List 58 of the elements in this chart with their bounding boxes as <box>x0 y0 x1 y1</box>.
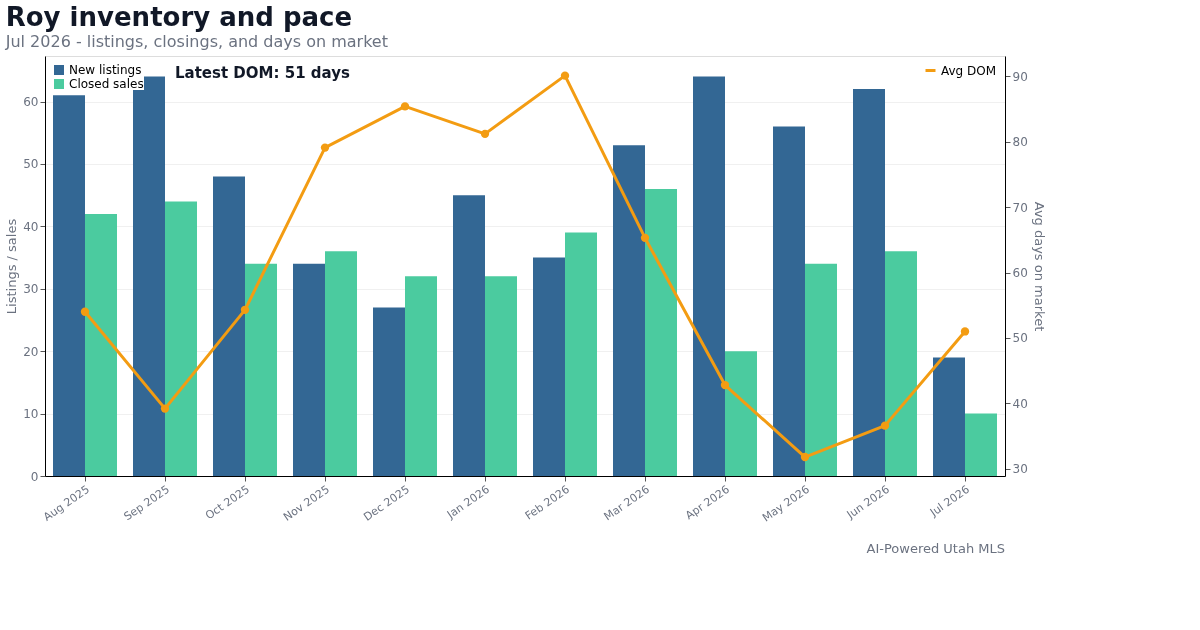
bar <box>933 357 965 476</box>
y-tick-label: 40 <box>23 219 39 234</box>
point <box>160 404 170 413</box>
legend-label: Avg DOM <box>941 63 997 78</box>
point <box>560 71 570 80</box>
chart-title: Roy inventory and pace <box>5 2 353 32</box>
y2-tick-label: 60 <box>1012 266 1028 281</box>
point <box>800 452 810 462</box>
bar <box>485 276 517 476</box>
bar <box>613 145 645 476</box>
text: AI-Powered Utah MLS <box>866 541 1005 556</box>
y-tick-label: 60 <box>23 95 39 110</box>
bar <box>325 251 357 476</box>
y2-tick-label: 50 <box>1012 331 1028 346</box>
legend-label: Closed sales <box>69 77 144 91</box>
y-tick-label: 10 <box>23 407 39 422</box>
y2-tick-label: 70 <box>1012 200 1028 215</box>
point <box>960 327 970 336</box>
bar <box>565 232 597 476</box>
bar <box>85 213 117 476</box>
y-tick-label: 50 <box>23 157 39 172</box>
point <box>400 102 410 111</box>
bar <box>373 307 405 476</box>
bar <box>213 176 245 476</box>
bar <box>693 76 725 476</box>
y2-tick-label: 90 <box>1012 69 1028 84</box>
point <box>480 129 490 139</box>
point <box>880 421 890 430</box>
y2-axis-title: Avg days on market <box>1031 201 1047 332</box>
point <box>720 380 730 390</box>
bar <box>405 276 437 476</box>
y-tick-label: 20 <box>23 344 39 359</box>
bar <box>533 257 565 476</box>
bar <box>853 89 885 476</box>
bar <box>645 188 677 476</box>
bar <box>53 95 85 476</box>
annotation: Latest DOM: 51 days <box>175 64 350 82</box>
bar <box>245 263 277 476</box>
chart-subtitle: Jul 2026 - listings, closings, and days on market <box>4 32 388 51</box>
bar <box>165 201 197 476</box>
bar <box>773 126 805 476</box>
point <box>240 305 250 315</box>
bar <box>805 263 837 476</box>
y-tick-label: 30 <box>23 282 39 297</box>
y-tick-label: 0 <box>30 469 39 484</box>
bar <box>965 413 997 476</box>
point <box>320 143 330 152</box>
bar <box>293 263 325 476</box>
y2-tick-label: 30 <box>1012 462 1028 477</box>
point <box>640 233 650 243</box>
legend-label: New listings <box>69 63 142 77</box>
bar <box>885 251 917 476</box>
bar <box>725 351 757 476</box>
y-axis-title: Listings / sales <box>4 218 20 315</box>
point <box>80 307 90 316</box>
y2-tick-label: 80 <box>1012 135 1028 150</box>
y2-tick-label: 40 <box>1012 396 1028 411</box>
bar <box>453 195 485 476</box>
